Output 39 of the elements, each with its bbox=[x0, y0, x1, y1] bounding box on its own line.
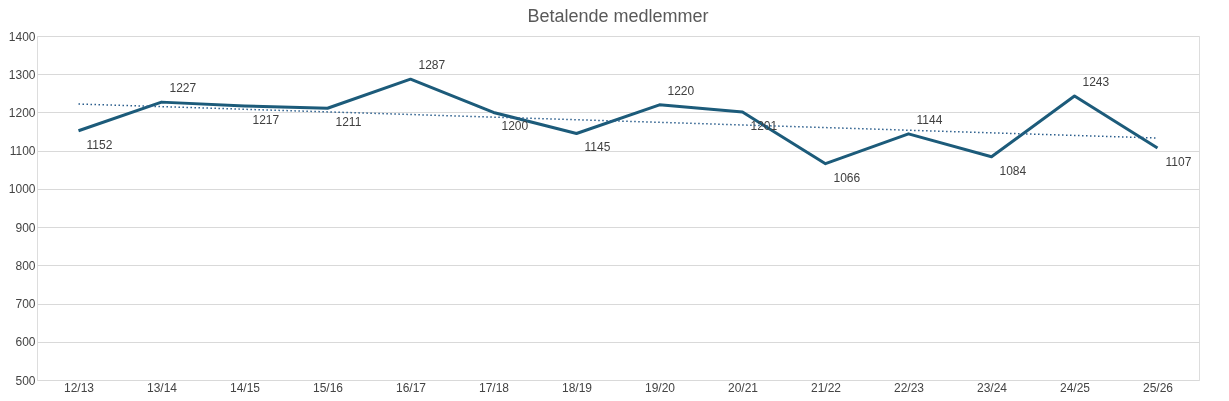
data-label: 1227 bbox=[169, 81, 197, 96]
x-tick-label: 25/26 bbox=[1142, 380, 1174, 395]
data-label: 1211 bbox=[335, 115, 362, 130]
line-series bbox=[77, 77, 1159, 166]
data-label: 1084 bbox=[999, 163, 1027, 178]
x-tick-label: 20/21 bbox=[727, 380, 759, 395]
x-tick-label: 15/16 bbox=[312, 380, 344, 395]
data-label: 1243 bbox=[1082, 75, 1110, 90]
y-tick-label: 1300 bbox=[8, 67, 36, 82]
x-tick-label: 22/23 bbox=[893, 380, 925, 395]
data-label: 1066 bbox=[833, 170, 861, 185]
y-tick-label: 1000 bbox=[8, 182, 36, 197]
x-tick-label: 19/20 bbox=[644, 380, 676, 395]
y-tick-label: 600 bbox=[15, 335, 36, 350]
data-label: 1144 bbox=[916, 112, 943, 127]
chart-title: Betalende medlemmer bbox=[527, 6, 709, 26]
y-tick-label: 700 bbox=[15, 297, 36, 312]
x-tick-label: 24/25 bbox=[1059, 380, 1091, 395]
data-label: 1287 bbox=[418, 58, 446, 73]
y-tick-label: 1400 bbox=[8, 29, 36, 44]
x-tick-label: 13/14 bbox=[146, 380, 178, 395]
x-tick-label: 12/13 bbox=[63, 380, 95, 395]
x-tick-label: 23/24 bbox=[976, 380, 1008, 395]
data-label: 1200 bbox=[501, 119, 529, 134]
x-tick-label: 14/15 bbox=[229, 380, 261, 395]
data-label: 1145 bbox=[584, 140, 611, 155]
data-label: 1217 bbox=[252, 112, 280, 127]
x-tick-label: 16/17 bbox=[395, 380, 427, 395]
data-label: 1220 bbox=[667, 83, 695, 98]
data-label: 1152 bbox=[86, 137, 113, 152]
data-label: 1107 bbox=[1165, 154, 1192, 169]
y-tick-label: 900 bbox=[15, 220, 36, 235]
y-tick-label: 1200 bbox=[8, 105, 36, 120]
x-tick-label: 21/22 bbox=[810, 380, 842, 395]
y-tick-label: 500 bbox=[15, 373, 36, 388]
y-tick-label: 1100 bbox=[9, 144, 36, 159]
y-tick-label: 800 bbox=[15, 258, 36, 273]
x-tick-label: 17/18 bbox=[478, 380, 510, 395]
x-tick-label: 18/19 bbox=[561, 380, 593, 395]
